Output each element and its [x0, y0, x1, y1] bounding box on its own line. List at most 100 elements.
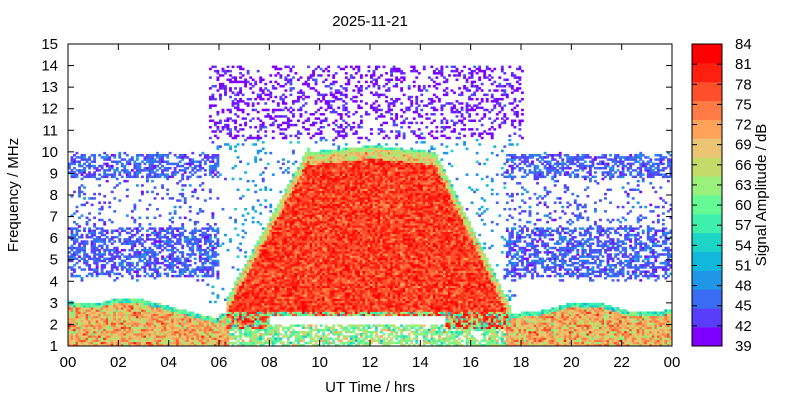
heatmap-cell-517 [98, 333, 102, 336]
heatmap-cell-2758 [234, 106, 237, 110]
heatmap-cell-2473 [216, 333, 220, 336]
heatmap-cell-4535 [302, 266, 305, 269]
heatmap-cell-3910 [281, 197, 285, 200]
heatmap-cell-2814 [239, 341, 242, 345]
heatmap-cell-1532 [156, 235, 159, 239]
heatmap-cell-887 [118, 182, 122, 185]
heatmap-cell-136 [75, 324, 79, 327]
heatmap-cell-3311 [259, 76, 263, 79]
heatmap-cell-2606 [226, 341, 230, 345]
heatmap-cell-4810 [309, 259, 313, 263]
heatmap-cell-1003 [125, 195, 129, 198]
heatmap-cell-3134 [254, 315, 258, 319]
heatmap-cell-2388 [211, 274, 215, 278]
heatmap-cell-4586 [302, 156, 305, 159]
heatmap-cell-2905 [241, 110, 245, 114]
heatmap-cell-2765 [234, 76, 237, 79]
heatmap-cell-2061 [188, 171, 192, 174]
heatmap-cell-1081 [130, 268, 134, 271]
heatmap-cell-3669 [274, 272, 278, 276]
heatmap-cell-4795 [309, 292, 313, 295]
heatmap-cell-1801 [173, 328, 177, 332]
heatmap-cell-3380 [264, 330, 268, 334]
heatmap-cell-2823 [239, 320, 242, 323]
heatmap-cell-2610 [226, 333, 230, 336]
heatmap-cell-1743 [168, 212, 172, 215]
heatmap-cell-2015 [186, 257, 190, 261]
heatmap-cell-2890 [241, 279, 245, 282]
heatmap-cell-4244 [291, 115, 295, 118]
heatmap-cell-4485 [299, 184, 303, 187]
heatmap-cell-4824 [309, 229, 313, 233]
heatmap-cell-1560 [158, 311, 162, 314]
heatmap-cell-911 [120, 307, 124, 310]
heatmap-cell-781 [113, 317, 117, 321]
heatmap-cell-2882 [241, 296, 245, 299]
heatmap-cell-3410 [264, 266, 268, 269]
heatmap-cell-2114 [193, 324, 197, 327]
heatmap-cell-1791 [171, 173, 175, 176]
heatmap-cell-3844 [279, 108, 283, 112]
heatmap-cell-2190 [198, 268, 202, 271]
heatmap-cell-4983 [314, 272, 318, 276]
heatmap-cell-722 [108, 164, 112, 168]
heatmap-cell-3903 [281, 212, 285, 215]
heatmap-cell-4572 [302, 186, 305, 189]
heatmap-cell-3450 [266, 326, 270, 330]
heatmap-cell-3608 [271, 257, 275, 261]
heatmap-cell-4974 [314, 292, 318, 295]
heatmap-cell-264 [83, 324, 86, 327]
heatmap-cell-3337 [261, 285, 265, 289]
heatmap-cell-4861 [309, 136, 313, 140]
heatmap-cell-900 [120, 330, 124, 334]
heatmap-cell-4755 [307, 169, 310, 172]
heatmap-cell-694 [108, 324, 112, 327]
heatmap-cell-920 [120, 261, 124, 265]
heatmap-cell-2526 [219, 330, 222, 334]
heatmap-cell-3232 [256, 138, 260, 142]
heatmap-cell-3928 [284, 333, 288, 336]
heatmap-cell-3056 [249, 134, 253, 138]
heatmap-cell-4519 [302, 300, 305, 304]
heatmap-cell-3447 [266, 333, 270, 336]
heatmap-cell-1512 [156, 320, 159, 323]
heatmap-cell-3827 [279, 220, 283, 224]
heatmap-cell-4127 [289, 235, 293, 239]
heatmap-cell-2165 [196, 238, 200, 241]
heatmap-cell-2098 [191, 173, 195, 176]
heatmap-cell-1162 [135, 302, 139, 306]
heatmap-cell-1249 [140, 315, 144, 319]
heatmap-cell-1280 [143, 333, 147, 336]
heatmap-cell-1703 [166, 169, 170, 172]
heatmap-cell-4381 [297, 223, 300, 226]
heatmap-cell-4055 [286, 218, 290, 222]
heatmap-cell-281 [83, 251, 86, 254]
heatmap-cell-4394 [297, 195, 300, 198]
heatmap-cell-761 [110, 220, 114, 224]
heatmap-cell-1563 [158, 305, 162, 308]
heatmap-cell-2252 [203, 335, 207, 338]
heatmap-cells [68, 65, 673, 347]
heatmap-cell-1509 [156, 326, 159, 330]
heatmap-cell-1229 [138, 199, 142, 202]
heatmap-cell-931 [120, 158, 124, 161]
heatmap-cell-2886 [241, 287, 245, 291]
heatmap-cell-871 [118, 305, 122, 308]
heatmap-cell-4756 [307, 166, 310, 170]
heatmap-cell-922 [120, 253, 124, 256]
heatmap-cell-711 [108, 253, 112, 256]
heatmap-cell-2348 [208, 235, 212, 239]
heatmap-cell-649 [105, 335, 109, 338]
heatmap-cell-3364 [261, 179, 265, 183]
heatmap-cell-2694 [231, 311, 235, 314]
heatmap-cell-4512 [302, 324, 305, 327]
heatmap-cell-528 [98, 309, 102, 312]
heatmap-cell-843 [115, 248, 119, 252]
heatmap-cell-3966 [284, 238, 288, 241]
heatmap-cell-4904 [312, 242, 315, 245]
heatmap-cell-4292 [294, 242, 298, 245]
heatmap-cell-2397 [211, 253, 215, 256]
heatmap-cell-3856 [281, 313, 285, 317]
heatmap-cell-644 [103, 151, 107, 155]
heatmap-cell-2197 [198, 248, 202, 252]
